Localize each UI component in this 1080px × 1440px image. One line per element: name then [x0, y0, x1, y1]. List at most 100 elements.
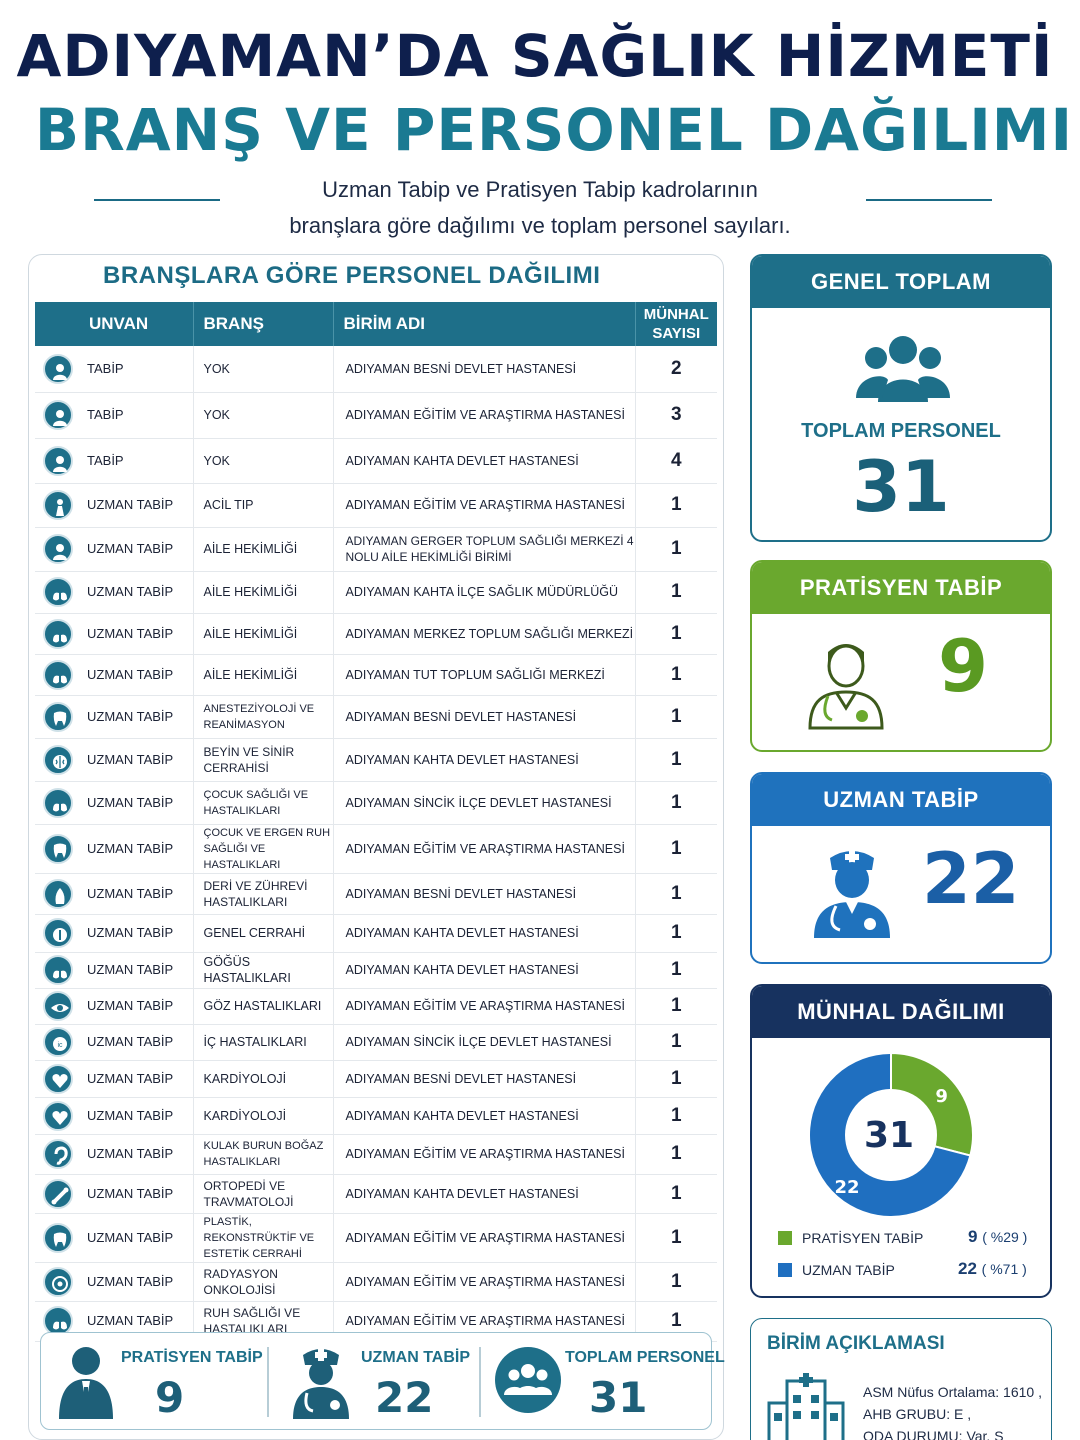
card-pratisyen: PRATİSYEN TABİP 9 [750, 560, 1052, 752]
cell-unvan: UZMAN TABİP [35, 527, 194, 572]
card-uzman-title: UZMAN TABİP [752, 774, 1050, 826]
card-pratisyen-value: 9 [938, 624, 989, 708]
cell-birim: ADIYAMAN KAHTA İLÇE SAĞLIK MÜDÜRLÜĞÜ [333, 571, 636, 614]
cell-sayi: 1 [635, 738, 717, 782]
cell-sayi: 1 [635, 1262, 717, 1302]
person-icon [43, 445, 73, 476]
unvan-text: UZMAN TABİP [87, 666, 174, 682]
table-row: UZMAN TABİP AİLE HEKİMLİĞİ ADIYAMAN KAHTA … [35, 571, 717, 614]
cell-unvan: UZMAN TABİP [35, 1134, 194, 1175]
cell-birim: ADIYAMAN KAHTA DEVLET HASTANESİ [333, 438, 636, 484]
cell-birim: ADIYAMAN KAHTA DEVLET HASTANESİ [333, 738, 636, 782]
cell-sayi: 1 [635, 571, 717, 614]
cell-birim: ADIYAMAN KAHTA DEVLET HASTANESİ [333, 1174, 636, 1214]
table-row: UZMAN TABİP PLASTİK, REKONSTRÜKTİF VE EST… [35, 1213, 717, 1263]
cell-brans: YOK [193, 438, 334, 484]
birim-line: ODA DURUMU: Var, S [863, 1428, 1004, 1440]
cell-brans: ÇOCUK SAĞLIĞI VE HASTALIKLARI [193, 781, 334, 825]
lungs-icon [43, 955, 73, 985]
table-row: UZMAN TABİP KARDİYOLOJİ ADIYAMAN BESNİ DEV… [35, 1060, 717, 1098]
cell-unvan: UZMAN TABİP [35, 1174, 194, 1214]
table-row: TABİP YOK ADIYAMAN KAHTA DEVLET HASTANESİ 4 [35, 438, 717, 484]
doctor-icon [808, 644, 884, 730]
svg-text:ic: ic [57, 1042, 63, 1049]
family-doctor-icon [43, 534, 73, 564]
unvan-text: TABİP [87, 452, 124, 468]
table-row: UZMAN TABİP DERİ VE ZÜHREVİ HASTALIKLARI A… [35, 873, 717, 915]
tooth-icon [43, 1222, 73, 1253]
table-row: UZMAN TABİP AİLE HEKİMLİĞİ ADIYAMAN TUT TO… [35, 654, 717, 696]
cell-sayi: 1 [635, 1024, 717, 1061]
card-birim-title: BİRİM AÇIKLAMASI [767, 1333, 945, 1354]
cell-sayi: 1 [635, 1060, 717, 1098]
table-row: UZMAN TABİP AİLE HEKİMLİĞİ ADIYAMAN GERGER… [35, 527, 717, 572]
summary-uzman-label: UZMAN TABİP [361, 1349, 471, 1366]
panel-title: BRANŞLARA GÖRE PERSONEL DAĞILIMI [103, 262, 601, 289]
legend-pratisyen-value: 9 ( %29 ) [968, 1227, 1027, 1247]
cell-birim: ADIYAMAN MERKEZ TOPLUM SAĞLIĞI MERKEZİ [333, 613, 636, 655]
summary-toplam-label: TOPLAM PERSONEL [565, 1349, 725, 1366]
description-line-2: branşlara göre dağılımı ve toplam person… [289, 213, 791, 238]
person-icon [43, 400, 73, 430]
unvan-text: UZMAN TABİP [87, 962, 174, 977]
cell-birim: ADIYAMAN KAHTA DEVLET HASTANESİ [333, 914, 636, 953]
cell-birim: ADIYAMAN BESNİ DEVLET HASTANESİ [333, 695, 636, 739]
col-birim: BİRİM ADI [333, 302, 636, 346]
cell-unvan: UZMAN TABİP [35, 781, 194, 825]
col-unvan: UNVAN [35, 302, 194, 346]
unvan-text: UZMAN TABİP [87, 708, 174, 724]
cell-birim: ADIYAMAN TUT TOPLUM SAĞLIĞI MERKEZİ [333, 654, 636, 696]
heart-icon [43, 1100, 73, 1131]
card-birim-text: ASM Nüfus Ortalama: 1610 , AHB GRUBU: E … [863, 1381, 1042, 1440]
card-genel-value: 31 [852, 446, 950, 528]
cell-birim: ADIYAMAN BESNİ DEVLET HASTANESİ [333, 1060, 636, 1098]
lungs-icon [43, 577, 73, 607]
cell-brans: ORTOPEDİ VE TRAVMATOLOJİ [193, 1174, 334, 1214]
group-icon [856, 336, 950, 402]
brain-icon [43, 744, 73, 775]
cell-brans: GÖĞÜS HASTALIKLARI [193, 952, 334, 989]
summary-toplam-value: 31 [589, 1373, 648, 1422]
cell-unvan: UZMAN TABİP [35, 571, 194, 614]
legend-pratisyen: PRATİSYEN TABİP 9 ( %29 ) [778, 1227, 1027, 1246]
cell-brans: KULAK BURUN BOĞAZ HASTALIKLARI [193, 1134, 334, 1175]
cell-birim: ADIYAMAN SİNCİK İLÇE DEVLET HASTANESİ [333, 781, 636, 825]
card-munhal-title: MÜNHAL DAĞILIMI [752, 986, 1050, 1038]
table-row: UZMAN TABİP GENEL CERRAHİ ADIYAMAN KAHTA D… [35, 914, 717, 953]
hospital-building-icon [767, 1373, 845, 1440]
munhal-donut-chart: 31 9 22 [808, 1051, 974, 1218]
cell-birim: ADIYAMAN BESNİ DEVLET HASTANESİ [333, 873, 636, 915]
cell-brans: BEYİN VE SİNİR CERRAHİSİ [193, 738, 334, 782]
card-uzman-value: 22 [922, 838, 1020, 920]
cell-sayi: 1 [635, 1174, 717, 1214]
legend-uzman-value: 22 ( %71 ) [958, 1259, 1027, 1279]
cell-unvan: UZMAN TABİP [35, 1097, 194, 1135]
card-genel-toplam: GENEL TOPLAM TOPLAM PERSONEL 31 [750, 254, 1052, 542]
tooth-icon [43, 701, 73, 732]
unvan-text: UZMAN TABİP [87, 625, 174, 641]
cell-brans: YOK [193, 346, 334, 393]
unvan-text: UZMAN TABİP [87, 998, 174, 1013]
summary-divider [479, 1347, 481, 1417]
summary-uzman: UZMAN TABİP 22 [269, 1333, 479, 1429]
legend-uzman-pct: ( %71 ) [981, 1261, 1027, 1277]
unvan-text: UZMAN TABİP [87, 1034, 174, 1049]
table-row: UZMAN TABİP KULAK BURUN BOĞAZ HASTALIKLAR… [35, 1134, 717, 1175]
personnel-table: UNVAN BRANŞ BİRİM ADI MÜNHAL SAYISI TABİ… [35, 302, 717, 1342]
cell-brans: KARDİYOLOJİ [193, 1060, 334, 1098]
legend-uzman-count: 22 [958, 1259, 977, 1278]
unvan-text: UZMAN TABİP [87, 541, 174, 556]
table-row: UZMAN TABİP RADYASYON ONKOLOJİSİ ADIYAMAN … [35, 1262, 717, 1302]
cell-birim: ADIYAMAN EĞİTİM VE ARAŞTIRMA HASTANESİ [333, 1134, 636, 1175]
table-row: ic UZMAN TABİP İÇ HASTALIKLARI ADIYAMAN SİN… [35, 1024, 717, 1061]
table-row: UZMAN TABİP AİLE HEKİMLİĞİ ADIYAMAN MERKEZ… [35, 613, 717, 655]
table-row: UZMAN TABİP ÇOCUK VE ERGEN RUH SAĞLIĞI VE… [35, 824, 717, 874]
cell-unvan: UZMAN TABİP [35, 1213, 194, 1263]
cell-unvan: ic UZMAN TABİP [35, 1024, 194, 1061]
cell-brans: AİLE HEKİMLİĞİ [193, 613, 334, 655]
heart-icon [43, 1063, 73, 1094]
cell-sayi: 1 [635, 1097, 717, 1135]
legend-swatch-pratisyen [778, 1231, 792, 1245]
cell-unvan: UZMAN TABİP [35, 483, 194, 528]
unvan-text: UZMAN TABİP [87, 885, 174, 901]
